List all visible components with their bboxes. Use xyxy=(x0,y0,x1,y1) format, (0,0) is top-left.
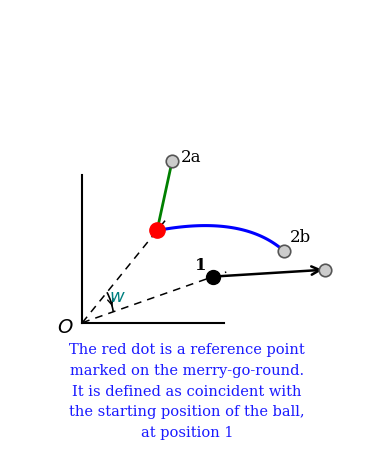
Text: $O$: $O$ xyxy=(57,319,74,337)
Text: $w$: $w$ xyxy=(110,288,126,307)
Text: 2b: 2b xyxy=(290,229,311,246)
Text: 1: 1 xyxy=(196,257,207,273)
Text: 2a: 2a xyxy=(181,149,201,166)
Text: The red dot is a reference point
marked on the merry-go-round.
It is defined as : The red dot is a reference point marked … xyxy=(69,343,305,440)
